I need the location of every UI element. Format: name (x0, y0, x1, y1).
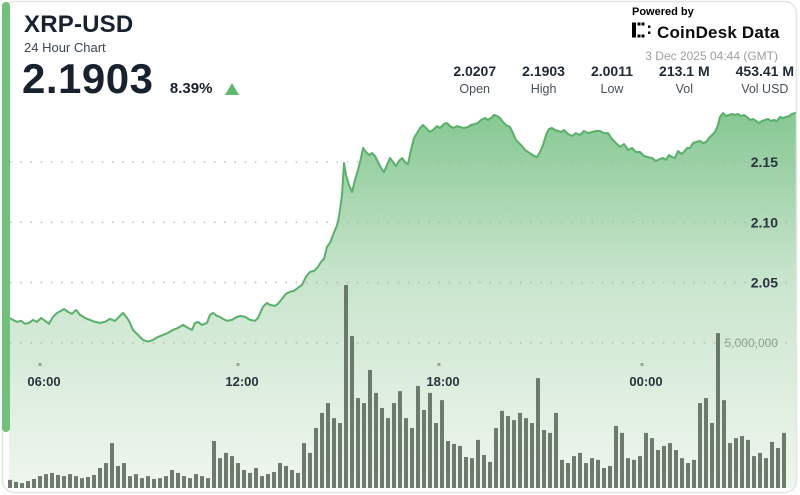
volume-axis-label: 5,000,000 (725, 336, 779, 350)
left-accent-bar (2, 2, 10, 432)
coindesk-logo-icon (632, 22, 652, 43)
current-price: 2.1903 (22, 55, 154, 102)
time-axis-label: 06:00 (27, 374, 60, 389)
symbol-title: XRP-USD (24, 11, 134, 38)
price-axis-label: 2.10 (751, 214, 778, 230)
stat-volume-usd: 453.41 M Vol USD (735, 63, 794, 96)
up-triangle-icon (224, 83, 239, 95)
time-axis-label: 00:00 (629, 374, 662, 389)
stat-open: 2.0207 Open (453, 63, 497, 96)
stat-volume: 213.1 M Vol (659, 63, 710, 96)
brand-name: CoinDesk Data (657, 22, 780, 42)
coindesk-data-link[interactable]: CoinDesk Data (632, 22, 780, 43)
time-axis-label: 18:00 (426, 374, 459, 389)
chart-timestamp: 3 Dec 2025 04:44 (GMT) (645, 49, 778, 63)
stat-high: 2.1903 High (522, 63, 565, 96)
price-axis-label: 2.05 (751, 275, 778, 291)
price-axis-label: 2.15 (751, 154, 778, 170)
ohlc-stats-row: 2.0207 Open 2.1903 High 2.0011 Low 213.1… (453, 63, 794, 96)
stat-low: 2.0011 Low (590, 63, 634, 96)
powered-by-label: Powered by (632, 6, 694, 18)
chart-range-subtitle: 24 Hour Chart (24, 40, 106, 55)
time-axis-label: 12:00 (225, 374, 258, 389)
change-percent: 8.39% (169, 80, 213, 97)
